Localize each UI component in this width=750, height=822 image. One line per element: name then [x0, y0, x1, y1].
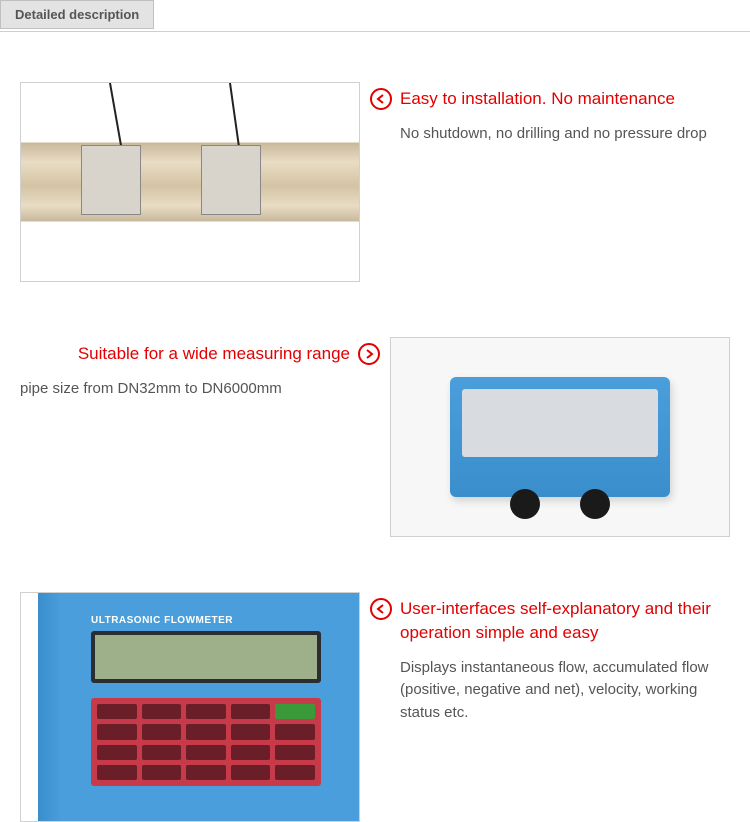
feature-text: User-interfaces self-explanatory and the…	[360, 592, 730, 729]
feature-title: User-interfaces self-explanatory and the…	[400, 597, 730, 645]
feature-measuring-range: Suitable for a wide measuring range pipe…	[0, 337, 750, 537]
arrow-right-icon	[358, 343, 380, 365]
arrow-left-icon	[370, 598, 392, 620]
feature-image-pipe	[20, 82, 360, 282]
feature-image-panel: ULTRASONIC FLOWMETER	[20, 592, 360, 822]
feature-description: Displays instantaneous flow, accumulated…	[370, 657, 730, 725]
lcd-screen	[91, 631, 321, 683]
panel-label: ULTRASONIC FLOWMETER	[91, 615, 233, 626]
divider	[0, 31, 750, 32]
feature-title: Suitable for a wide measuring range	[78, 342, 350, 366]
feature-installation: Easy to installation. No maintenance No …	[0, 82, 750, 282]
arrow-left-icon	[370, 88, 392, 110]
feature-description: pipe size from DN32mm to DN6000mm	[20, 378, 380, 401]
feature-description: No shutdown, no drilling and no pressure…	[370, 123, 730, 146]
feature-image-device	[390, 337, 730, 537]
product-detail-page: Detailed description Easy to installatio…	[0, 0, 750, 822]
feature-text: Easy to installation. No maintenance No …	[360, 82, 730, 150]
feature-title: Easy to installation. No maintenance	[400, 87, 675, 111]
feature-user-interface: ULTRASONIC FLOWMETER User-interfaces sel…	[0, 592, 750, 822]
section-tab: Detailed description	[0, 0, 154, 29]
feature-text: Suitable for a wide measuring range pipe…	[20, 337, 390, 405]
keypad	[91, 698, 321, 786]
